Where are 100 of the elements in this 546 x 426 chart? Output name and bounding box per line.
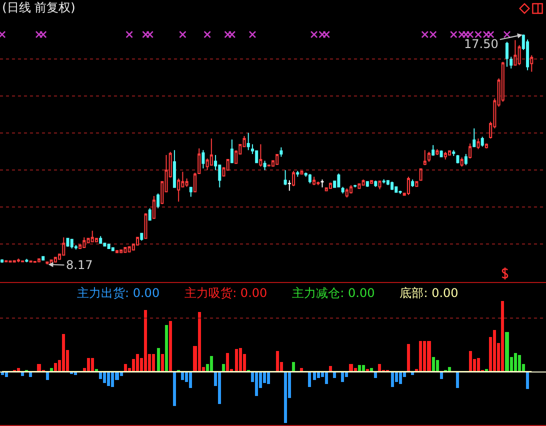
candlestick bbox=[468, 142, 472, 159]
candlestick bbox=[374, 180, 378, 188]
candlestick bbox=[423, 150, 426, 166]
bar bbox=[313, 372, 316, 380]
candlestick bbox=[337, 173, 340, 188]
bar bbox=[161, 354, 164, 372]
candlestick bbox=[284, 170, 287, 186]
candlestick bbox=[267, 164, 270, 167]
bar bbox=[235, 349, 238, 372]
bar bbox=[374, 372, 377, 378]
candlestick bbox=[448, 150, 452, 156]
bar bbox=[284, 372, 287, 423]
bar bbox=[493, 330, 496, 372]
bar bbox=[62, 334, 65, 372]
candlestick bbox=[456, 154, 460, 164]
bar bbox=[427, 341, 431, 372]
candlestick bbox=[349, 184, 353, 194]
bar bbox=[91, 358, 94, 372]
bar bbox=[526, 372, 529, 389]
candlestick bbox=[419, 168, 422, 182]
bar bbox=[505, 332, 509, 372]
candlestick bbox=[514, 40, 517, 66]
candlestick bbox=[54, 256, 57, 263]
candlestick bbox=[111, 246, 114, 252]
bar bbox=[239, 348, 242, 372]
candlestick bbox=[120, 249, 123, 254]
bar bbox=[419, 341, 422, 372]
bar bbox=[518, 355, 521, 372]
candlestick bbox=[436, 148, 439, 156]
candlestick bbox=[230, 139, 234, 164]
bar bbox=[432, 357, 435, 372]
bar bbox=[103, 372, 106, 383]
candlestick bbox=[296, 170, 300, 178]
candlestick bbox=[324, 186, 328, 192]
candlestick bbox=[156, 193, 160, 209]
candlestick bbox=[394, 186, 398, 194]
bar bbox=[267, 372, 270, 384]
bar bbox=[29, 372, 32, 377]
bar bbox=[181, 372, 184, 380]
candlestick bbox=[390, 181, 394, 191]
candlestick bbox=[37, 258, 41, 263]
candlestick bbox=[33, 260, 36, 264]
candlestick bbox=[148, 208, 152, 222]
candlestick bbox=[505, 41, 509, 68]
candlestick bbox=[510, 56, 513, 70]
bar bbox=[46, 372, 49, 380]
bar bbox=[477, 358, 480, 372]
candlestick bbox=[172, 150, 176, 188]
candlestick bbox=[124, 246, 127, 254]
bar bbox=[276, 351, 279, 372]
bar bbox=[107, 372, 110, 386]
annotation: 8.17 bbox=[66, 258, 93, 272]
bar bbox=[436, 360, 439, 372]
candlestick bbox=[530, 54, 534, 72]
bar bbox=[218, 372, 221, 404]
candlestick bbox=[476, 138, 480, 150]
bar bbox=[144, 310, 147, 372]
candlestick bbox=[259, 144, 262, 168]
bar bbox=[87, 358, 90, 372]
bar bbox=[325, 372, 328, 384]
candlestick bbox=[82, 236, 86, 248]
candlestick bbox=[140, 232, 144, 242]
candlestick bbox=[415, 180, 418, 188]
bar bbox=[173, 372, 176, 406]
candlestick bbox=[280, 146, 283, 158]
candlestick bbox=[62, 236, 66, 256]
bar bbox=[226, 353, 229, 372]
candlestick bbox=[472, 128, 476, 148]
bar bbox=[292, 362, 295, 372]
bar bbox=[189, 372, 192, 388]
candlestick bbox=[386, 180, 390, 186]
candlestick bbox=[70, 238, 74, 249]
bar bbox=[210, 356, 213, 372]
candlestick bbox=[189, 186, 192, 198]
bar bbox=[317, 372, 320, 378]
candlestick bbox=[406, 176, 410, 196]
candlestick bbox=[66, 237, 70, 248]
candlestick bbox=[308, 174, 312, 184]
candlestick bbox=[378, 180, 382, 190]
candlestick bbox=[99, 236, 102, 244]
candlestick bbox=[276, 154, 279, 166]
candlestick bbox=[21, 260, 24, 263]
candlestick bbox=[312, 176, 316, 186]
candlestick bbox=[4, 260, 8, 263]
candlestick bbox=[246, 132, 250, 151]
candlestick bbox=[210, 138, 213, 166]
candlestick bbox=[25, 258, 28, 263]
candlestick bbox=[0, 258, 4, 264]
candlestick bbox=[292, 170, 296, 187]
candlestick bbox=[370, 180, 374, 184]
bar bbox=[399, 372, 402, 384]
candlestick bbox=[115, 250, 119, 254]
text: 底部: 0.00 bbox=[400, 286, 458, 300]
candlestick bbox=[484, 142, 488, 149]
chart-title: (日线 前复权) bbox=[2, 0, 76, 14]
candlestick bbox=[107, 244, 110, 250]
candlestick bbox=[432, 144, 435, 156]
candlestick bbox=[526, 38, 530, 71]
bar bbox=[391, 372, 394, 387]
candlestick bbox=[501, 61, 504, 102]
